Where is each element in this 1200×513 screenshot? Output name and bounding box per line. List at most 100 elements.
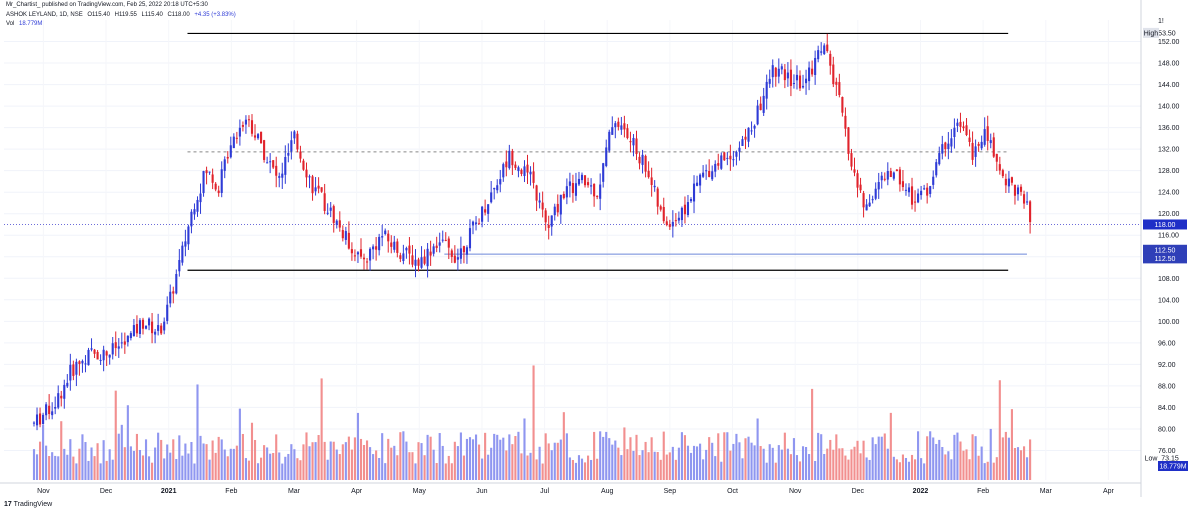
candle-body (256, 134, 260, 139)
volume-bar (211, 440, 214, 480)
candle-body (726, 157, 729, 159)
candle-body (102, 349, 105, 361)
volume-bar (886, 448, 889, 480)
volume-bar (356, 412, 360, 480)
volume-bar (962, 450, 965, 480)
volume-legend: Vol 18.779M (6, 21, 45, 27)
candle-body (944, 142, 947, 150)
candle-body (702, 172, 705, 177)
candle-body (51, 411, 54, 416)
candle-body (72, 364, 75, 376)
volume-bar (956, 432, 959, 480)
volume-bar (577, 455, 581, 480)
price-tick-label: 116.00 (1158, 233, 1179, 240)
volume-bar (662, 431, 665, 480)
volume-bar (293, 449, 296, 480)
volume-bar (880, 436, 883, 480)
candle-body (390, 242, 393, 247)
volume-bar (90, 447, 93, 480)
volume-bar (808, 454, 811, 480)
volume-bar (499, 439, 502, 480)
volume-bar (838, 448, 841, 480)
volume-bar (69, 439, 72, 480)
candle-body (835, 81, 838, 85)
volume-bar (944, 454, 947, 480)
volume-bar (659, 459, 662, 480)
candle-body (141, 319, 145, 329)
candle-body (414, 259, 417, 266)
candle-body (741, 139, 744, 146)
candle-body (962, 126, 965, 129)
volume-bar (617, 447, 620, 480)
ohlc-legend: ASHOK LEYLAND, 1D, NSE O115.40 H119.55 L… (6, 12, 239, 18)
candlesticks (32, 33, 1032, 431)
volume-bar (998, 380, 1001, 480)
candle-body (387, 233, 390, 242)
candle-body (553, 206, 556, 216)
volume-bar (484, 432, 487, 480)
volume-bar (556, 442, 559, 480)
candle-body (574, 183, 578, 196)
volume-bar (611, 444, 614, 480)
volume-bar (102, 440, 105, 480)
candle-body (629, 141, 632, 143)
candle-body (362, 257, 366, 260)
volume-bar (260, 457, 263, 480)
candle-body (114, 342, 117, 349)
symbol-label[interactable]: ASHOK LEYLAND, 1D, NSE (6, 12, 83, 18)
volume-bar (32, 449, 36, 480)
volume-bar (711, 442, 714, 480)
open-value: O115.40 (87, 12, 110, 18)
volume-bar (859, 453, 862, 480)
candle-body (238, 127, 241, 137)
time-tick-label: Apr (1103, 488, 1115, 495)
volume-bar (841, 448, 844, 480)
volume-bar (226, 456, 229, 480)
volume-bar (541, 463, 544, 480)
candle-body (45, 404, 48, 416)
volume-bar (157, 432, 160, 480)
volume-bar (281, 463, 284, 480)
candle-body (871, 199, 874, 201)
volume-bar (196, 384, 199, 480)
tradingview-brand[interactable]: 17 TradingView (4, 501, 52, 508)
candle-body (889, 171, 892, 177)
volume-bar (626, 449, 629, 480)
candle-body (892, 172, 895, 179)
candle-body (777, 68, 780, 77)
volume-bar (695, 446, 699, 480)
price-axis: 152.00 148.00 144.00 140.00 136.00 132.00 128.… (1158, 18, 1184, 455)
volume-bar (129, 446, 132, 480)
volume-bar (320, 378, 323, 480)
volume-bar (590, 459, 593, 480)
volume-bar (341, 444, 344, 480)
volume-bar (777, 445, 780, 480)
volume-bar (1010, 409, 1013, 480)
candle-body (378, 236, 381, 251)
volume-bar (720, 461, 723, 480)
candle-body (493, 187, 496, 190)
candle-body (32, 422, 36, 424)
candle-body (705, 170, 708, 172)
candle-body (420, 257, 423, 268)
volume-bar (384, 463, 387, 480)
volume-bar (105, 460, 108, 480)
candle-body (459, 248, 462, 259)
volume-bar (456, 446, 459, 480)
candle-body (850, 153, 853, 167)
volume-bar (290, 444, 293, 480)
candle-body (211, 174, 214, 183)
candle-body (974, 146, 977, 157)
candle-body (859, 184, 862, 191)
volume-bar (832, 449, 835, 480)
candle-body (738, 147, 741, 152)
candle-body (468, 228, 472, 249)
volume-bar (438, 433, 441, 480)
candle-body (611, 127, 614, 135)
volume-bar (471, 439, 475, 480)
volume-bar (505, 450, 508, 480)
candle-body (786, 72, 789, 79)
candle-body (635, 138, 638, 155)
candle-body (438, 242, 441, 246)
